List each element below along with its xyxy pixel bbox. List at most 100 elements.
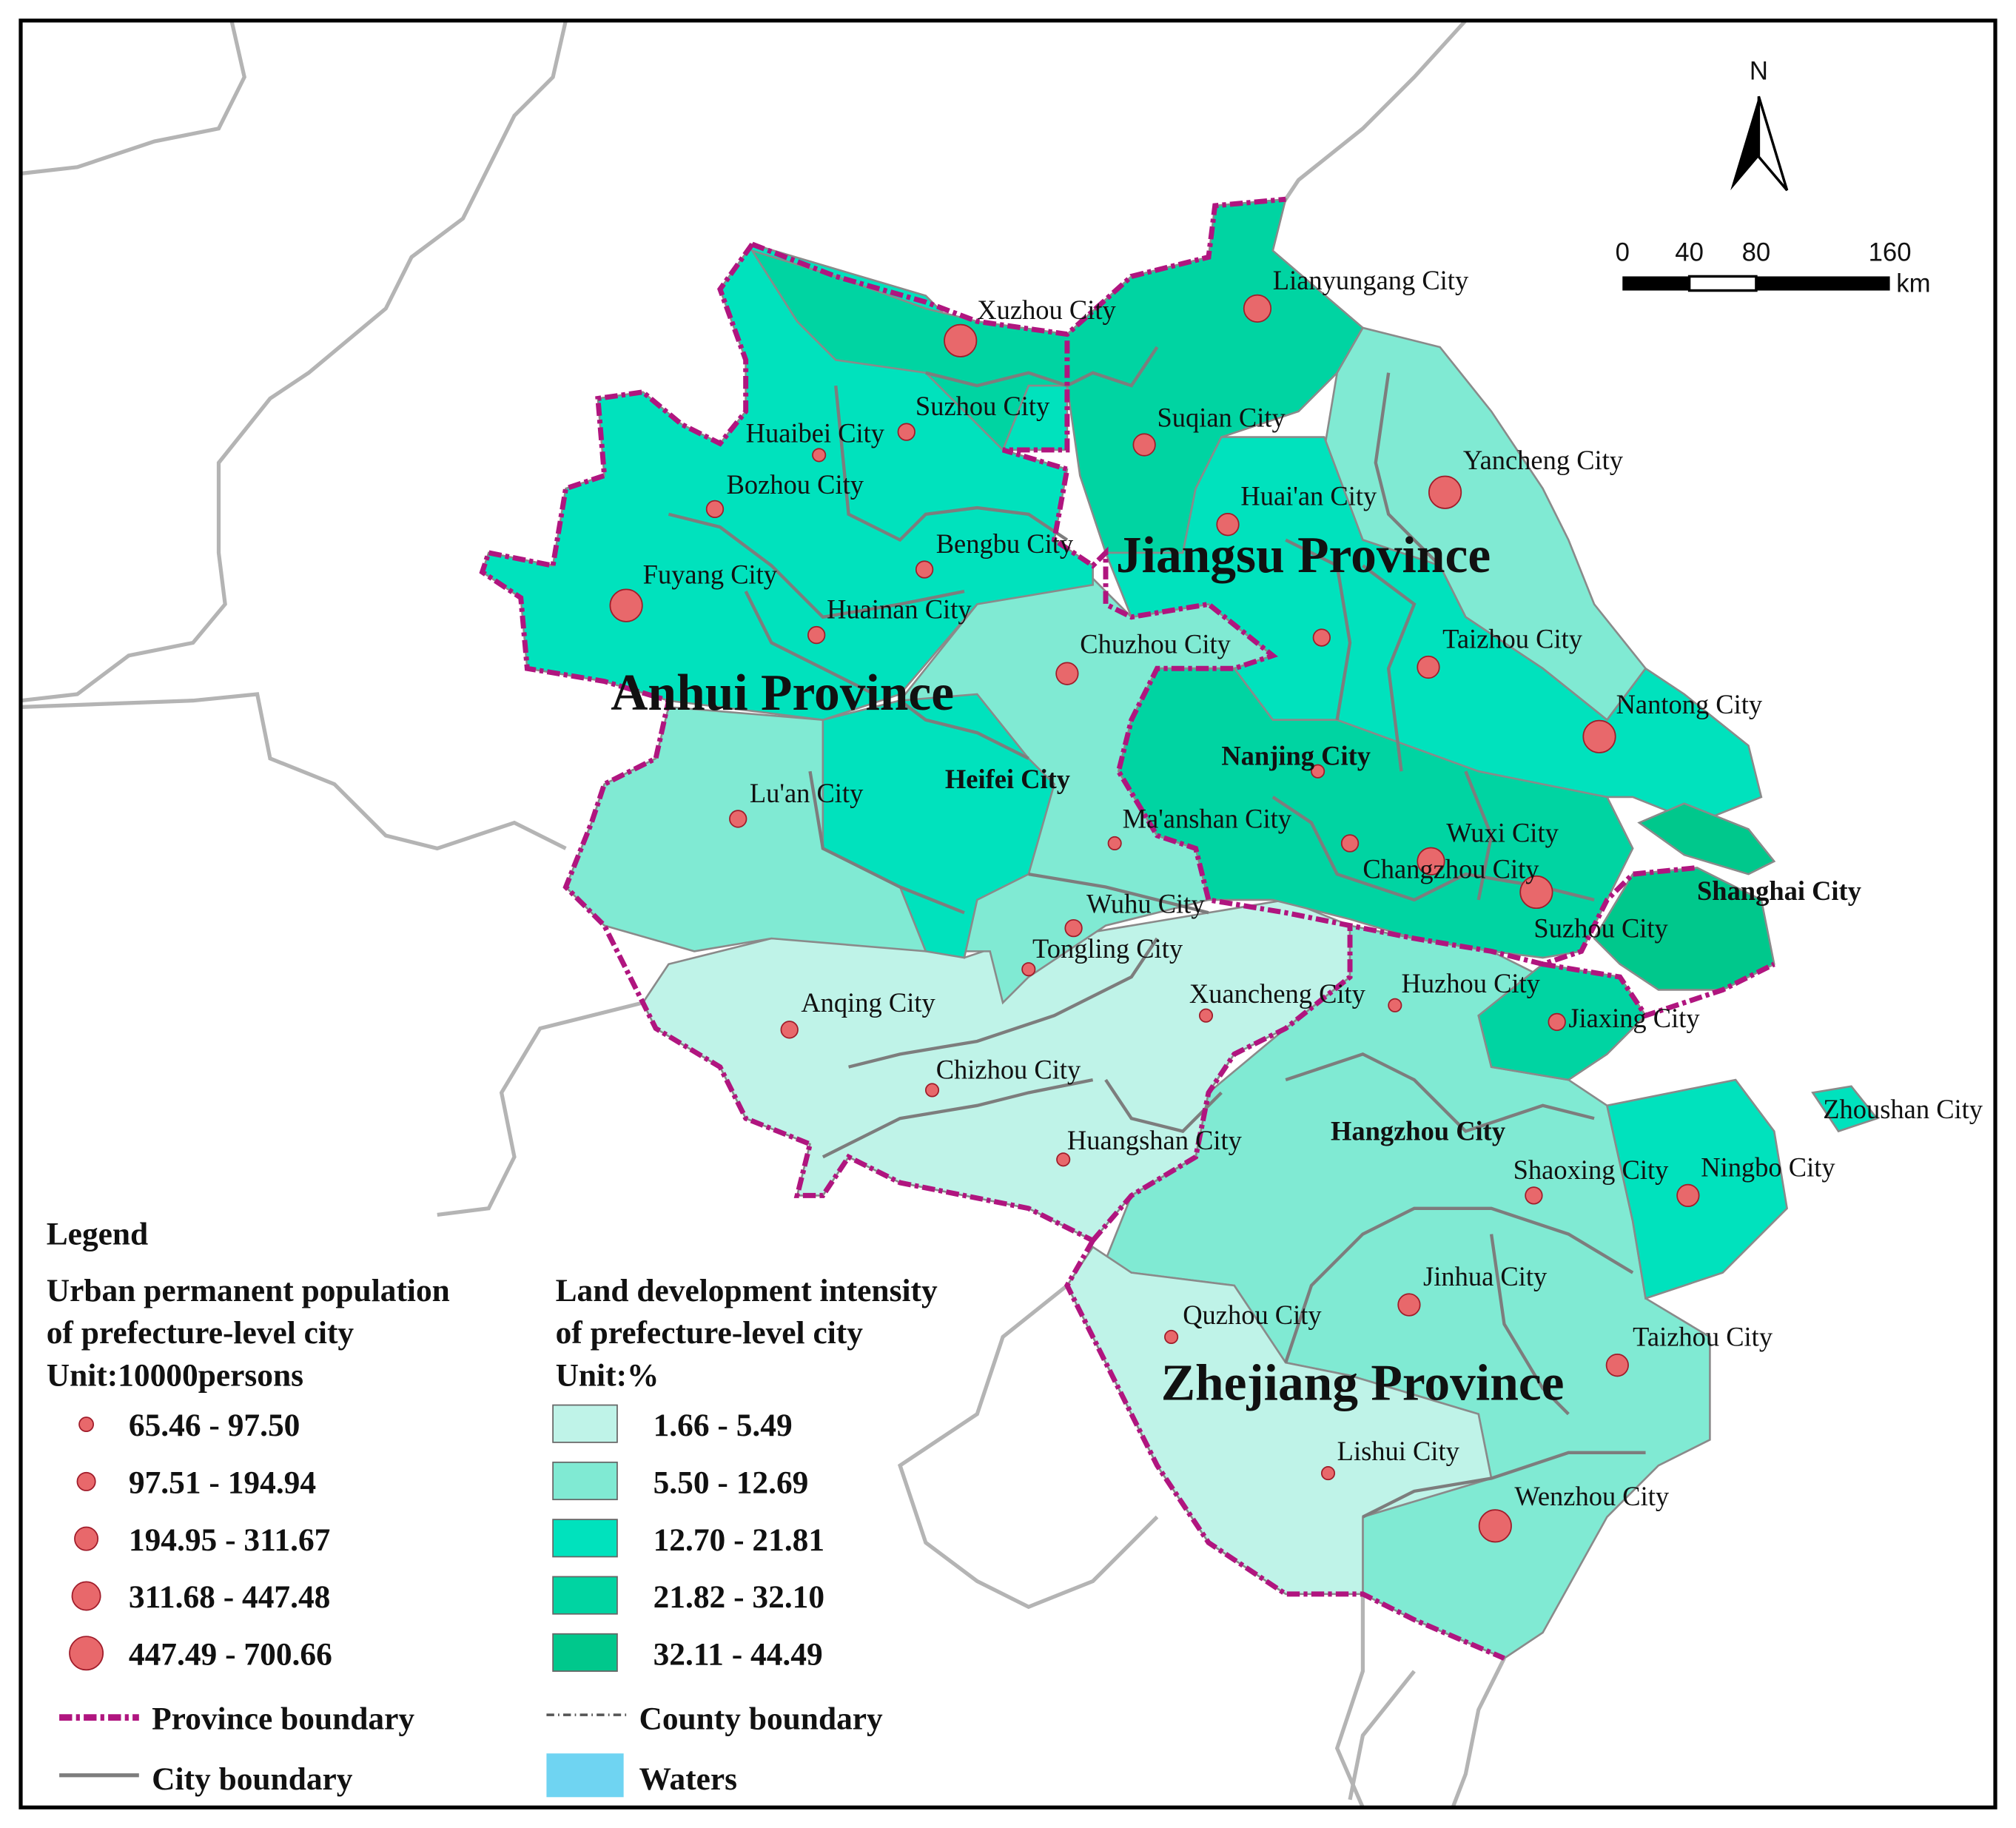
city-label: Jinhua City (1423, 1262, 1548, 1291)
north-arrow: N (1730, 58, 1789, 192)
population-class: 194.95 - 311.67 (129, 1522, 331, 1558)
region (1811, 1085, 1879, 1133)
population-legend-title: Unit:10000persons (47, 1357, 303, 1393)
city-label: Nantong City (1616, 690, 1763, 719)
city-label: Suzhou City (1533, 913, 1668, 943)
population-class: 447.49 - 700.66 (129, 1636, 332, 1672)
city-dot (897, 423, 915, 441)
city-dot (812, 448, 827, 463)
intensity-class: 32.11 - 44.49 (653, 1636, 823, 1672)
city-label: Tongling City (1032, 934, 1183, 964)
city-dot (1056, 1152, 1071, 1167)
intensity-class: 21.82 - 32.10 (653, 1579, 825, 1615)
city-label: Quzhou City (1183, 1300, 1322, 1330)
province-boundaries (479, 196, 1775, 1661)
province-labels: Jiangsu Province Anhui Province Zhejiang P… (611, 527, 1564, 1412)
city-dot (1676, 1183, 1700, 1208)
city-label: Nanjing City (1221, 742, 1371, 771)
city-dot (1388, 998, 1402, 1012)
legend-title: Legend (47, 1216, 148, 1251)
geography: Xuzhou City Lianyungang City Suzhou City Su… (20, 20, 1983, 1808)
city-label: Fuyang City (643, 560, 778, 590)
city-dot (944, 323, 978, 357)
city-dot (1198, 1008, 1214, 1023)
province-label: Jiangsu Province (1116, 527, 1491, 584)
city-dot (1021, 962, 1036, 977)
intensity-legend-title: Land development intensity (556, 1273, 938, 1308)
intensity-swatch (552, 1576, 618, 1615)
cities: Xuzhou City Lianyungang City Suzhou City Su… (609, 266, 1983, 1543)
population-symbol (76, 1471, 96, 1491)
intensity-class: 5.50 - 12.69 (653, 1465, 809, 1501)
scale-tick-label: 80 (1742, 239, 1771, 267)
city-dot (780, 1021, 799, 1039)
city-label: Wuxi City (1446, 819, 1559, 848)
neighbour-boundaries (20, 20, 1506, 1808)
city-label: Huai'an City (1240, 482, 1377, 511)
city-label: Chizhou City (936, 1055, 1081, 1084)
city-dot (1519, 875, 1553, 910)
city-label: Lianyungang City (1273, 266, 1469, 295)
city-dot (1216, 513, 1240, 537)
city-dot (915, 560, 934, 579)
province-label: Anhui Province (611, 665, 954, 722)
city-label: Xuancheng City (1189, 979, 1366, 1009)
city-dot (1397, 1293, 1421, 1317)
city-label: Hangzhou City (1331, 1117, 1505, 1146)
city-label: Suzhou City (915, 392, 1050, 421)
intensity-class: 12.70 - 21.81 (653, 1522, 825, 1558)
population-class: 311.68 - 447.48 (129, 1579, 331, 1615)
population-class: 65.46 - 97.50 (129, 1408, 300, 1443)
city-dot (1132, 433, 1156, 457)
city-dot (807, 625, 826, 645)
city-label: Ningbo City (1701, 1152, 1835, 1182)
region (1117, 667, 1634, 959)
scale-unit: km (1896, 269, 1930, 298)
city-dot (1055, 662, 1079, 685)
city-label: Huzhou City (1402, 969, 1541, 998)
city-label: Huaibei City (746, 419, 885, 448)
city-label: Taizhou City (1633, 1323, 1773, 1352)
intensity-legend-title: Unit:% (556, 1357, 659, 1393)
city-label: Taizhou City (1442, 624, 1583, 653)
legend: Legend Province boundary County boundary… (47, 1216, 938, 1798)
city-dot (1417, 847, 1445, 876)
city-label: Ma'anshan City (1123, 804, 1292, 834)
frame (19, 19, 1997, 1809)
city-label: Shaoxing City (1513, 1155, 1669, 1185)
city-dot (1582, 719, 1616, 753)
population-symbol (78, 1417, 95, 1433)
city-dot (1312, 628, 1331, 647)
city-dot (729, 810, 747, 828)
region (1637, 802, 1776, 876)
city-label: Shanghai City (1697, 876, 1861, 906)
intensity-swatch (552, 1404, 618, 1443)
province-label: Zhejiang Province (1161, 1355, 1565, 1412)
legend-county: County boundary (639, 1701, 883, 1736)
city-dot (1417, 655, 1440, 679)
waters-swatch (546, 1753, 624, 1798)
city-dot (1428, 475, 1462, 509)
city-dot (924, 1083, 940, 1098)
city-label: Chuzhou City (1080, 629, 1231, 659)
city-label: Zhoushan City (1823, 1095, 1983, 1124)
population-symbol (69, 1636, 104, 1671)
intensity-swatch (552, 1461, 618, 1501)
legend-province: Province boundary (152, 1701, 414, 1736)
population-class: 97.51 - 194.94 (129, 1465, 316, 1501)
city-label: Bozhou City (727, 470, 864, 500)
city-dot (1243, 294, 1272, 323)
intensity-swatch (552, 1633, 618, 1672)
city-label: Xuzhou City (977, 295, 1116, 325)
intensity-legend-title: of prefecture-level city (556, 1315, 864, 1351)
legend-city: City boundary (152, 1761, 353, 1797)
intensity-swatch (552, 1519, 618, 1558)
city-dot (1478, 1509, 1512, 1543)
city-label: Wenzhou City (1514, 1482, 1670, 1511)
city-label: Heifei City (945, 765, 1070, 794)
legend-waters: Waters (639, 1761, 737, 1797)
city-label: Lu'an City (750, 779, 864, 808)
